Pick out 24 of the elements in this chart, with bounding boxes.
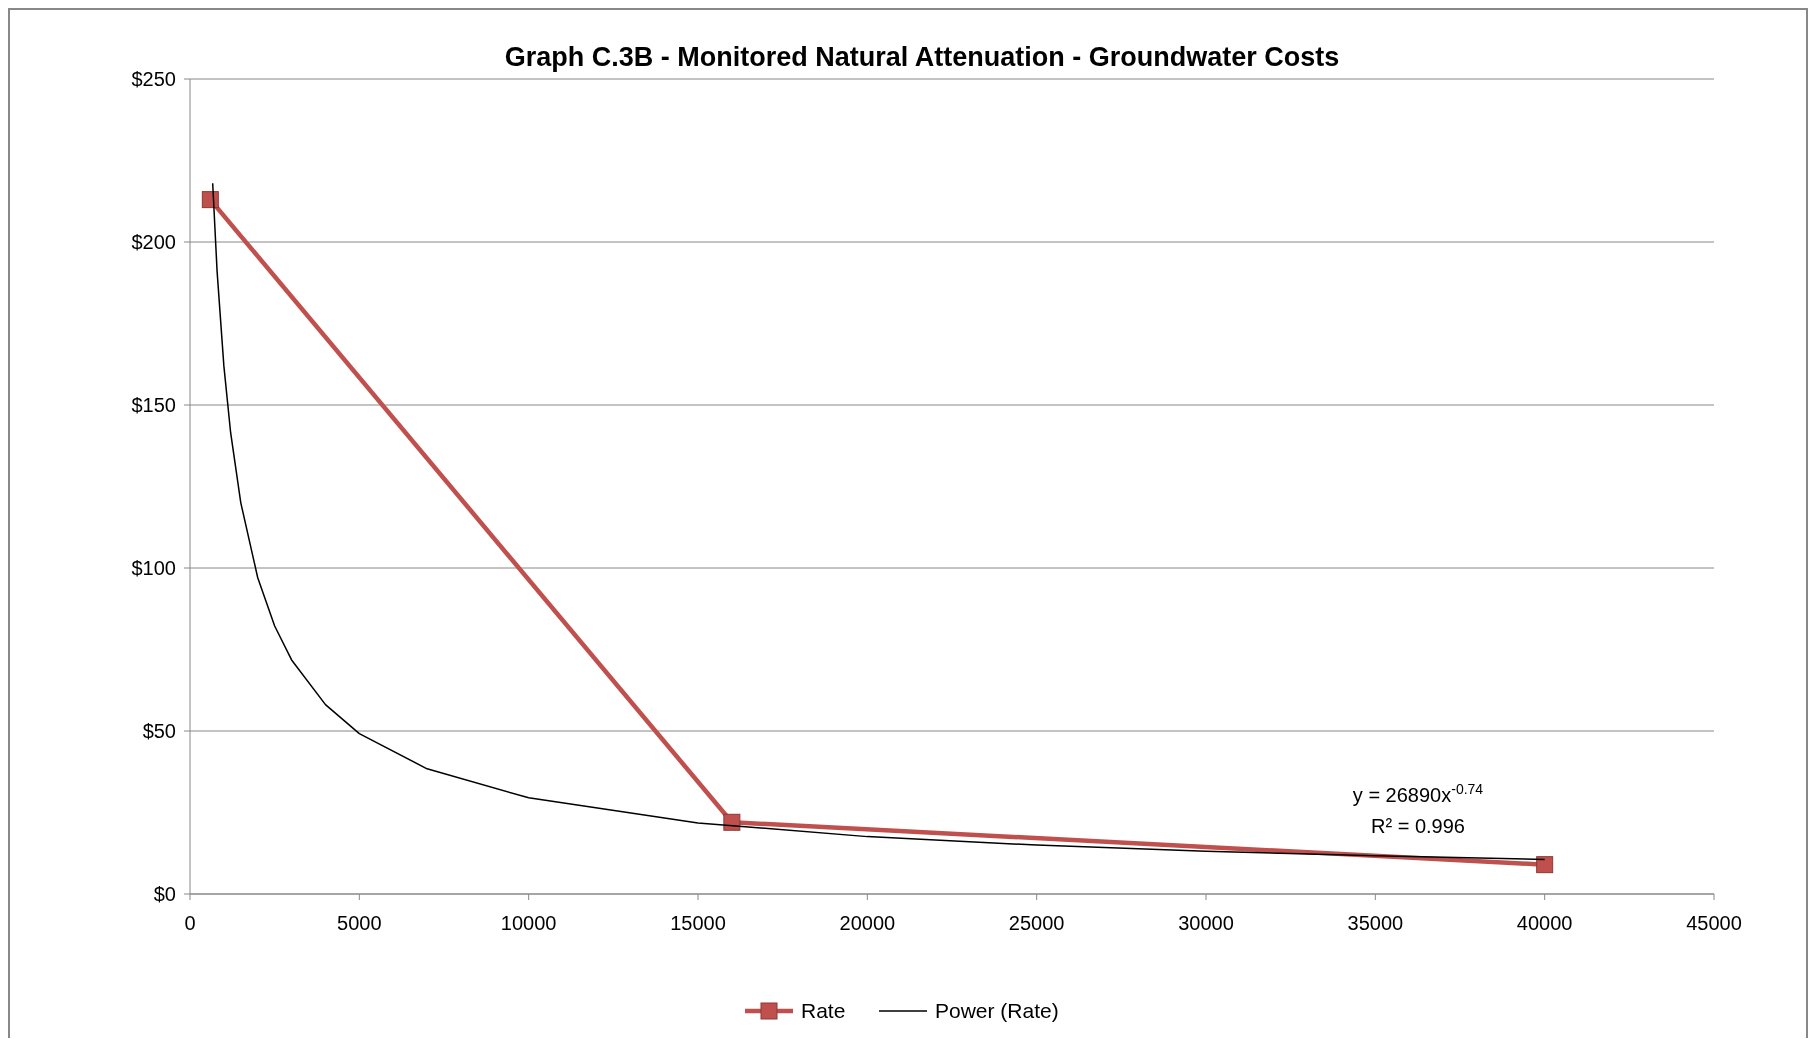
- point: [723, 813, 741, 831]
- point: [1536, 856, 1554, 874]
- legend-label: Power (Rate): [935, 999, 1059, 1023]
- x-tick-label: 45000: [1686, 912, 1742, 934]
- point: [201, 191, 219, 209]
- x-tick-label: 15000: [670, 912, 726, 934]
- chart-title: Graph C.3B - Monitored Natural Attenuation - Groundwater Costs: [504, 42, 1340, 72]
- y-tick-label: $200: [131, 231, 176, 253]
- annotation: y = 26890x$^{-0.74}$: [1352, 781, 1484, 806]
- y-tick-label: $0: [153, 883, 176, 905]
- y-tick-label: $50: [142, 720, 176, 742]
- y-tick-label: $250: [131, 68, 176, 90]
- y-tick-label: $150: [131, 394, 176, 416]
- x-tick-label: 30000: [1178, 912, 1234, 934]
- x-tick-label: 25000: [1008, 912, 1065, 934]
- legend-label: Rate: [801, 999, 846, 1023]
- x-tick-label: 5000: [337, 912, 382, 934]
- x-tick-label: 20000: [839, 912, 896, 934]
- x-tick-label: 35000: [1347, 912, 1404, 934]
- annotation: R² = 0.996: [1371, 815, 1465, 837]
- x-tick-label: 10000: [500, 912, 557, 934]
- x-tick-label: 40000: [1516, 912, 1573, 934]
- x-tick-label: 0: [184, 912, 196, 934]
- y-tick-label: $100: [131, 557, 176, 579]
